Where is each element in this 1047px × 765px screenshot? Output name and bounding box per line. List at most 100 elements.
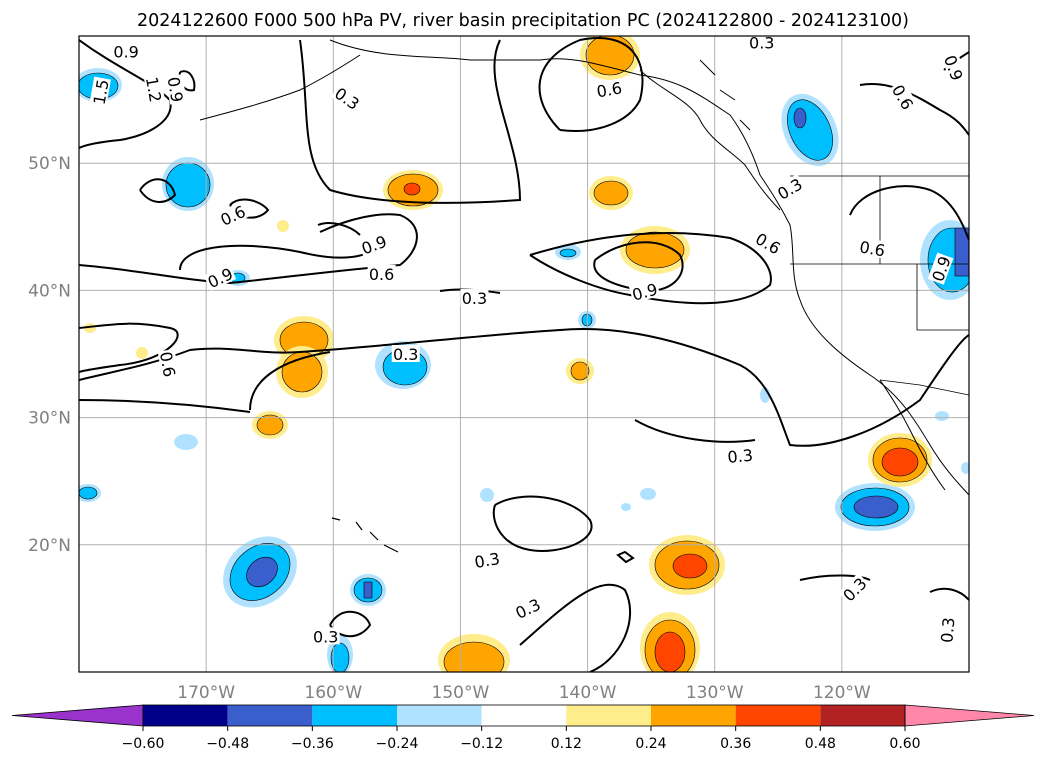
negative-anomaly-blob bbox=[781, 93, 839, 167]
contour-label: 0.6 bbox=[156, 348, 180, 380]
colorbar-tick-label: −0.24 bbox=[376, 736, 419, 752]
colorbar-tick-label: −0.60 bbox=[122, 736, 165, 752]
colorbar-tick-label: −0.36 bbox=[291, 736, 334, 752]
pv-contour-line bbox=[79, 328, 969, 447]
contour-label-text: 0.6 bbox=[595, 78, 623, 101]
contour-label-text: 1.5 bbox=[90, 78, 113, 106]
lat-tick-label: 50°N bbox=[28, 154, 71, 174]
lon-tick-label: 170°W bbox=[177, 683, 235, 703]
pv-contour-line bbox=[79, 39, 172, 149]
pv-contour-line bbox=[849, 185, 969, 241]
contour-label-text: 0.6 bbox=[156, 350, 179, 378]
contour-label-text: 0.3 bbox=[727, 446, 754, 467]
contour-label-text: 1.2 bbox=[142, 75, 165, 103]
lon-tick-label: 130°W bbox=[686, 683, 744, 703]
colorbar-frame bbox=[142, 704, 906, 727]
contour-label: 0.3 bbox=[747, 33, 776, 52]
contour-label: 0.3 bbox=[937, 615, 958, 645]
colorbar-segment bbox=[820, 705, 905, 726]
negative-anomaly-blob bbox=[350, 574, 386, 606]
baja-california bbox=[879, 379, 946, 491]
colorbar-tick-label: 0.12 bbox=[551, 736, 582, 752]
colorbar-tick-label: −0.48 bbox=[206, 736, 249, 752]
precipitation-anomaly-fields bbox=[79, 36, 969, 672]
state-border bbox=[916, 264, 969, 331]
contour-label: 0.3 bbox=[471, 548, 503, 572]
pv-contour-line bbox=[799, 574, 871, 581]
colorbar-tick-label: 0.48 bbox=[805, 736, 836, 752]
contour-label-text: 0.3 bbox=[749, 33, 774, 52]
contour-label: 1.2 bbox=[142, 74, 166, 105]
contour-label-text: 0.3 bbox=[473, 549, 501, 572]
contour-label-text: 0.3 bbox=[937, 617, 958, 644]
lat-tick-label: 40°N bbox=[28, 281, 71, 301]
colorbar-segment bbox=[397, 705, 482, 726]
lat-tick-label: 20°N bbox=[28, 536, 71, 556]
contour-label: 0.6 bbox=[367, 264, 396, 284]
figure-title: 2024122600 F000 500 hPa PV, river basin … bbox=[137, 11, 909, 31]
negative-anomaly-blob bbox=[162, 157, 214, 211]
map-panel: 0.91.5 1.20.9 0.3 0.60.30.60.90.30.60.60.90… bbox=[78, 33, 970, 673]
lon-tick-label: 160°W bbox=[304, 683, 362, 703]
positive-anomaly-blob bbox=[649, 535, 725, 595]
pv-contour-line bbox=[538, 37, 644, 132]
pv-contour-line bbox=[299, 39, 522, 204]
contour-label: 0.3 bbox=[725, 445, 755, 467]
contour-label: 0.6 bbox=[857, 237, 888, 260]
lat-tick-label: 30°N bbox=[28, 409, 71, 429]
us-mexico-border bbox=[879, 379, 969, 396]
positive-anomaly-blob bbox=[640, 612, 700, 672]
negative-anomaly-blob bbox=[835, 483, 915, 531]
positive-anomaly-blob bbox=[438, 634, 510, 672]
colorbar-segment bbox=[227, 705, 313, 726]
colorbar: −0.60 −0.48 −0.36 −0.24 −0.12 0.12 0.24 0.36 0.4… bbox=[11, 704, 1035, 752]
pv-contour-line bbox=[929, 587, 969, 601]
colorbar-tick-label: −0.12 bbox=[460, 736, 503, 752]
map-frame bbox=[78, 35, 970, 673]
contour-label-text: 0.6 bbox=[369, 265, 394, 284]
hudson-bay-islands bbox=[699, 59, 751, 131]
contour-label: 1.5 bbox=[89, 76, 113, 108]
lon-tick-label: 120°W bbox=[813, 683, 871, 703]
colorbar-segment bbox=[566, 705, 651, 726]
pv-contour-line bbox=[249, 351, 331, 411]
positive-anomaly-blob bbox=[580, 36, 640, 80]
contour-label: 0.3 bbox=[391, 345, 420, 364]
contour-label: 0.6 bbox=[593, 78, 625, 101]
positive-anomaly-blob bbox=[620, 226, 690, 274]
contour-label-text: 0.3 bbox=[313, 627, 338, 646]
positive-anomaly-blob bbox=[252, 316, 334, 439]
colorbar-segment bbox=[312, 705, 397, 726]
contour-label: 0.9 bbox=[112, 42, 141, 61]
contour-label-text: 0.3 bbox=[462, 289, 487, 308]
colorbar-segment bbox=[651, 705, 736, 726]
colorbar-tick-label: 0.36 bbox=[720, 736, 751, 752]
colorbar-segment bbox=[735, 705, 821, 726]
contour-label-text: 0.6 bbox=[858, 237, 886, 260]
positive-anomaly-blob bbox=[589, 176, 633, 210]
colorbar-segment bbox=[143, 705, 228, 726]
pv-contour-line bbox=[139, 178, 177, 203]
colorbar-tick-label: 0.24 bbox=[635, 736, 666, 752]
canada-coast-detail bbox=[639, 69, 781, 211]
contour-label-text: 0.9 bbox=[164, 75, 187, 103]
colorbar-tick-label: 0.60 bbox=[889, 736, 920, 752]
pv-contour-line bbox=[519, 583, 631, 672]
pv-contour-line bbox=[593, 241, 684, 292]
contour-label: 0.3 bbox=[460, 289, 489, 308]
pv-contours bbox=[79, 37, 969, 672]
contour-label-text: 0.9 bbox=[113, 42, 138, 61]
colorbar-extend-low bbox=[11, 704, 144, 727]
lon-tick-label: 140°W bbox=[559, 683, 617, 703]
pv-contour-line bbox=[616, 550, 635, 564]
lon-tick-label: 150°W bbox=[432, 683, 490, 703]
positive-anomaly-blob bbox=[383, 170, 443, 210]
pv-contour-line bbox=[317, 222, 361, 236]
contour-label-text: 0.3 bbox=[393, 345, 418, 364]
positive-anomaly-blob bbox=[566, 358, 594, 384]
pv-contour-line bbox=[634, 419, 756, 443]
negative-anomaly-blob bbox=[223, 536, 297, 608]
colorbar-extend-high bbox=[904, 704, 1035, 727]
pv-contour-labels: 0.91.5 1.20.9 0.3 0.60.30.60.90.30.60.60.90… bbox=[89, 33, 967, 646]
